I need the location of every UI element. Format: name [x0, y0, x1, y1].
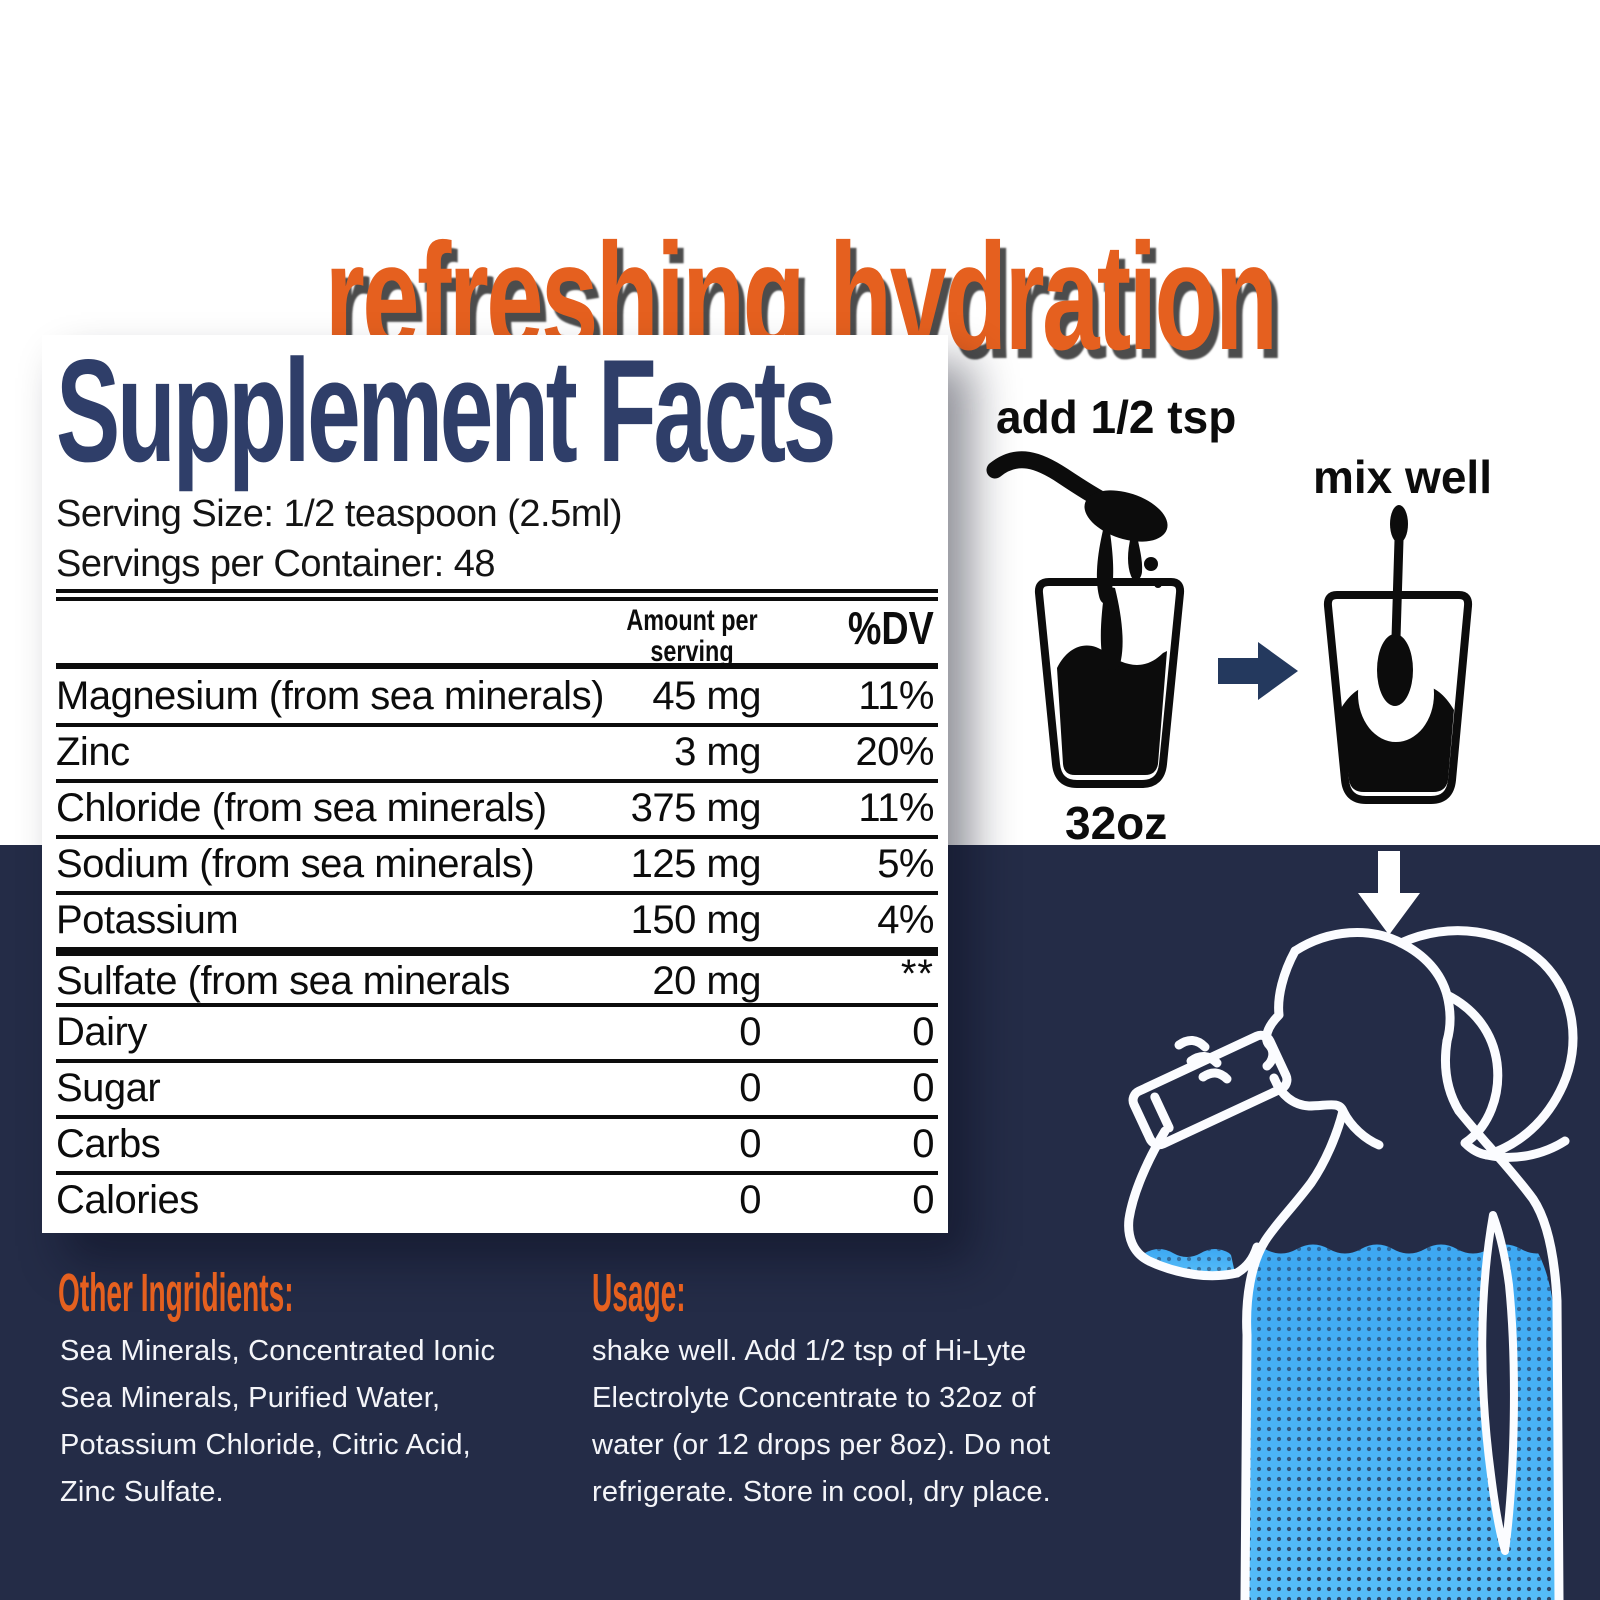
nutrient-dv: 0	[912, 1066, 934, 1110]
column-header-amount-line2: serving	[650, 635, 734, 668]
nutrient-label: Calories	[56, 1178, 199, 1222]
table-row: Sugar 0 0	[56, 1059, 938, 1115]
usage-heading: Usage:	[592, 1263, 686, 1323]
table-row: Chloride (from sea minerals) 375 mg 11%	[56, 779, 938, 835]
glass-32oz-icon	[1034, 578, 1185, 788]
step2-label: mix well	[1313, 451, 1492, 503]
column-header-amount-line1: Amount per	[626, 604, 758, 637]
glass-stir-icon	[1323, 505, 1473, 804]
nutrient-label: Sodium (from sea minerals)	[56, 842, 535, 886]
other-ingredients-line: Sea Minerals, Concentrated Ionic	[60, 1335, 496, 1367]
table-row: Carbs 0 0	[56, 1115, 938, 1171]
nutrient-amount: 45 mg	[652, 674, 761, 718]
usage-line: shake well. Add 1/2 tsp of Hi-Lyte	[592, 1335, 1027, 1367]
column-header-amount: Amount per serving	[606, 605, 778, 667]
table-row: Potassium 150 mg 4%	[56, 891, 938, 947]
table-row: Calories 0 0	[56, 1171, 938, 1227]
arrow-down-icon	[1358, 851, 1420, 935]
nutrient-dv: **	[900, 952, 934, 996]
nutrient-label: Potassium	[56, 898, 239, 942]
serving-size: Serving Size: 1/2 teaspoon (2.5ml)	[56, 493, 622, 535]
nutrient-amount: 125 mg	[630, 842, 762, 886]
servings-per-container: Servings per Container: 48	[56, 543, 496, 585]
table-row: Magnesium (from sea minerals) 45 mg 11%	[56, 671, 938, 723]
other-ingredients-line: Zinc Sulfate.	[60, 1476, 224, 1508]
other-ingredients-text: Sea Minerals, Concentrated Ionic Sea Min…	[60, 1328, 495, 1516]
figure-outline	[1124, 926, 1578, 1600]
nutrient-dv: 5%	[877, 842, 934, 886]
nutrient-dv: 0	[912, 1010, 934, 1054]
other-ingredients-line: Sea Minerals, Purified Water,	[60, 1382, 441, 1414]
nutrient-amount: 375 mg	[630, 786, 762, 830]
elbow-gap-shape	[1478, 1211, 1518, 1555]
nutrient-amount: 0	[739, 1122, 761, 1166]
table-row: Sulfate (from sea minerals 20 mg **	[56, 947, 938, 1003]
column-header-dv: %DV	[848, 602, 934, 654]
nutrient-amount: 0	[739, 1178, 761, 1222]
nutrient-dv: 4%	[877, 898, 934, 942]
nutrient-label: Magnesium (from sea minerals)	[56, 674, 604, 718]
divider-double-rule	[56, 589, 938, 601]
nutrient-dv: 11%	[858, 674, 934, 718]
nutrient-amount: 0	[739, 1066, 761, 1110]
table-row: Sodium (from sea minerals) 125 mg 5%	[56, 835, 938, 891]
panel-title: Supplement Facts	[56, 329, 836, 492]
step1-label: add 1/2 tsp	[996, 391, 1237, 443]
woman-drinking-illustration	[1124, 926, 1578, 1600]
divider-header-rule	[56, 663, 938, 669]
nutrient-amount: 150 mg	[630, 898, 762, 942]
spoon-drip-icon	[986, 451, 1185, 788]
usage-line: refrigerate. Store in cool, dry place.	[592, 1476, 1051, 1508]
other-ingredients-heading: Other Ingridients:	[58, 1263, 294, 1323]
usage-line: Electrolyte Concentrate to 32oz of	[592, 1382, 1036, 1414]
nutrient-table: Magnesium (from sea minerals) 45 mg 11% …	[56, 671, 938, 1227]
table-row: Zinc 3 mg 20%	[56, 723, 938, 779]
nutrient-label: Sugar	[56, 1066, 161, 1110]
nutrient-amount: 0	[739, 1010, 761, 1054]
nutrient-dv: 11%	[858, 786, 934, 830]
usage-text: shake well. Add 1/2 tsp of Hi-Lyte Elect…	[592, 1328, 1051, 1516]
other-ingredients-line: Potassium Chloride, Citric Acid,	[60, 1429, 471, 1461]
nutrient-label: Dairy	[56, 1010, 147, 1054]
nutrient-label: Sulfate (from sea minerals	[56, 959, 510, 1003]
nutrient-dv: 0	[912, 1122, 934, 1166]
glass-size-label: 32oz	[1065, 797, 1168, 849]
nutrient-label: Chloride (from sea minerals)	[56, 786, 547, 830]
nutrient-label: Carbs	[56, 1122, 161, 1166]
nutrient-amount: 3 mg	[674, 730, 761, 774]
usage-line: water (or 12 drops per 8oz). Do not	[592, 1429, 1051, 1461]
nutrient-dv: 20%	[855, 730, 934, 774]
nutrient-amount: 20 mg	[652, 959, 761, 1003]
arrow-right-icon	[1218, 642, 1298, 700]
table-row: Dairy 0 0	[56, 1003, 938, 1059]
nutrient-label: Zinc	[56, 730, 130, 774]
supplement-facts-panel: Supplement Facts Serving Size: 1/2 teasp…	[42, 335, 948, 1233]
nutrient-dv: 0	[912, 1178, 934, 1222]
